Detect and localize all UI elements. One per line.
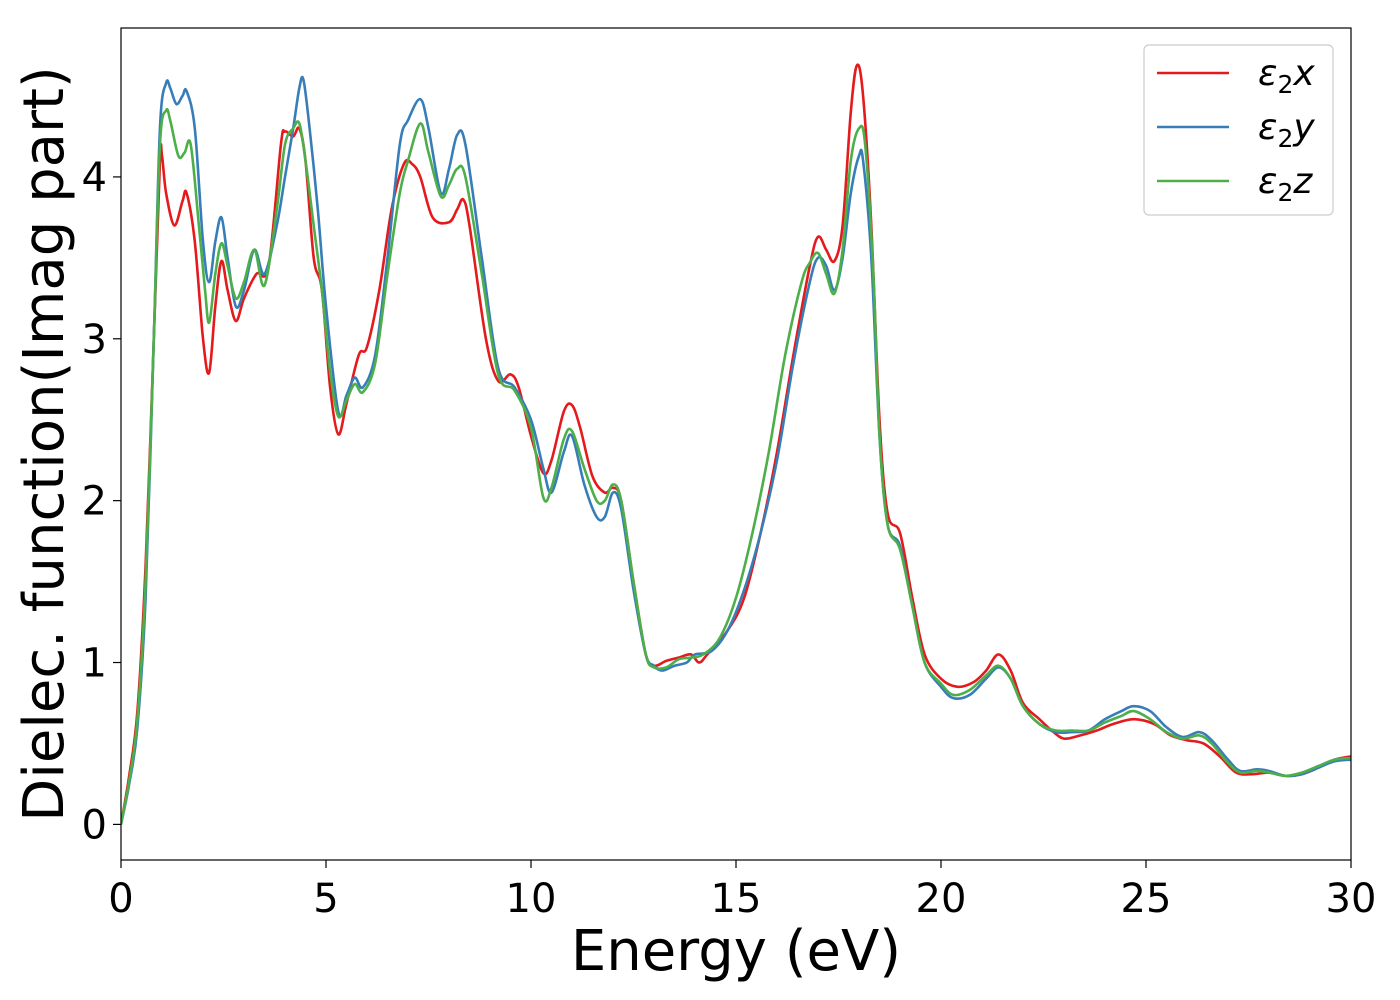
y-tick-label: 1 bbox=[82, 641, 107, 687]
y-tick-label: 2 bbox=[82, 479, 107, 525]
x-tick-label: 0 bbox=[108, 876, 133, 922]
x-tick-label: 25 bbox=[1121, 876, 1172, 922]
x-tick-label: 30 bbox=[1326, 876, 1377, 922]
x-tick-label: 15 bbox=[711, 876, 762, 922]
series-line-z bbox=[121, 108, 1351, 825]
x-axis-title: Energy (eV) bbox=[571, 919, 901, 984]
legend-label-z: ε2z bbox=[1258, 161, 1313, 207]
legend-label-y: ε2y bbox=[1258, 107, 1315, 153]
legend-label-x: ε2x bbox=[1258, 53, 1315, 99]
legend: ε2x ε2y ε2z bbox=[1143, 44, 1334, 216]
x-tick-label: 5 bbox=[313, 876, 338, 922]
y-axis-title: Dielec. function(Imag part) bbox=[12, 66, 77, 822]
y-tick-label: 4 bbox=[82, 155, 107, 201]
y-tick-label: 3 bbox=[82, 317, 107, 363]
plot-lines bbox=[121, 63, 1351, 825]
x-axis-ticks: 0 5 10 15 20 25 30 bbox=[108, 860, 1376, 922]
x-tick-label: 10 bbox=[506, 876, 557, 922]
y-tick-label: 0 bbox=[82, 802, 107, 848]
y-axis-ticks: 0 1 2 3 4 bbox=[82, 155, 121, 848]
legend-items: ε2x ε2y ε2z bbox=[1157, 53, 1315, 207]
legend-frame bbox=[1143, 44, 1334, 216]
x-tick-label: 20 bbox=[916, 876, 967, 922]
